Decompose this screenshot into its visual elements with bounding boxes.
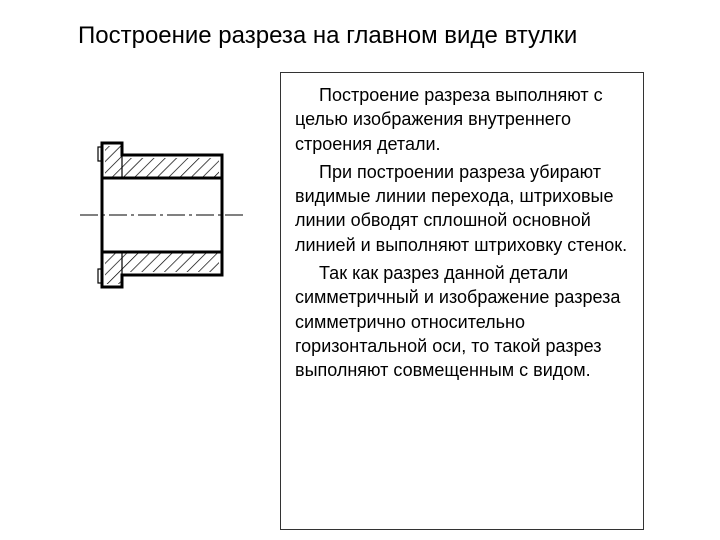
paragraph-3: Так как разрез данной детали симметричны… bbox=[295, 261, 629, 382]
paragraph-1: Построение разреза выполняют с целью изо… bbox=[295, 83, 629, 156]
section-diagram bbox=[72, 115, 252, 315]
description-panel: Построение разреза выполняют с целью изо… bbox=[280, 72, 644, 530]
paragraph-2: При построении разреза убирают видимые л… bbox=[295, 160, 629, 257]
page-title: Построение разреза на главном виде втулк… bbox=[78, 22, 577, 50]
